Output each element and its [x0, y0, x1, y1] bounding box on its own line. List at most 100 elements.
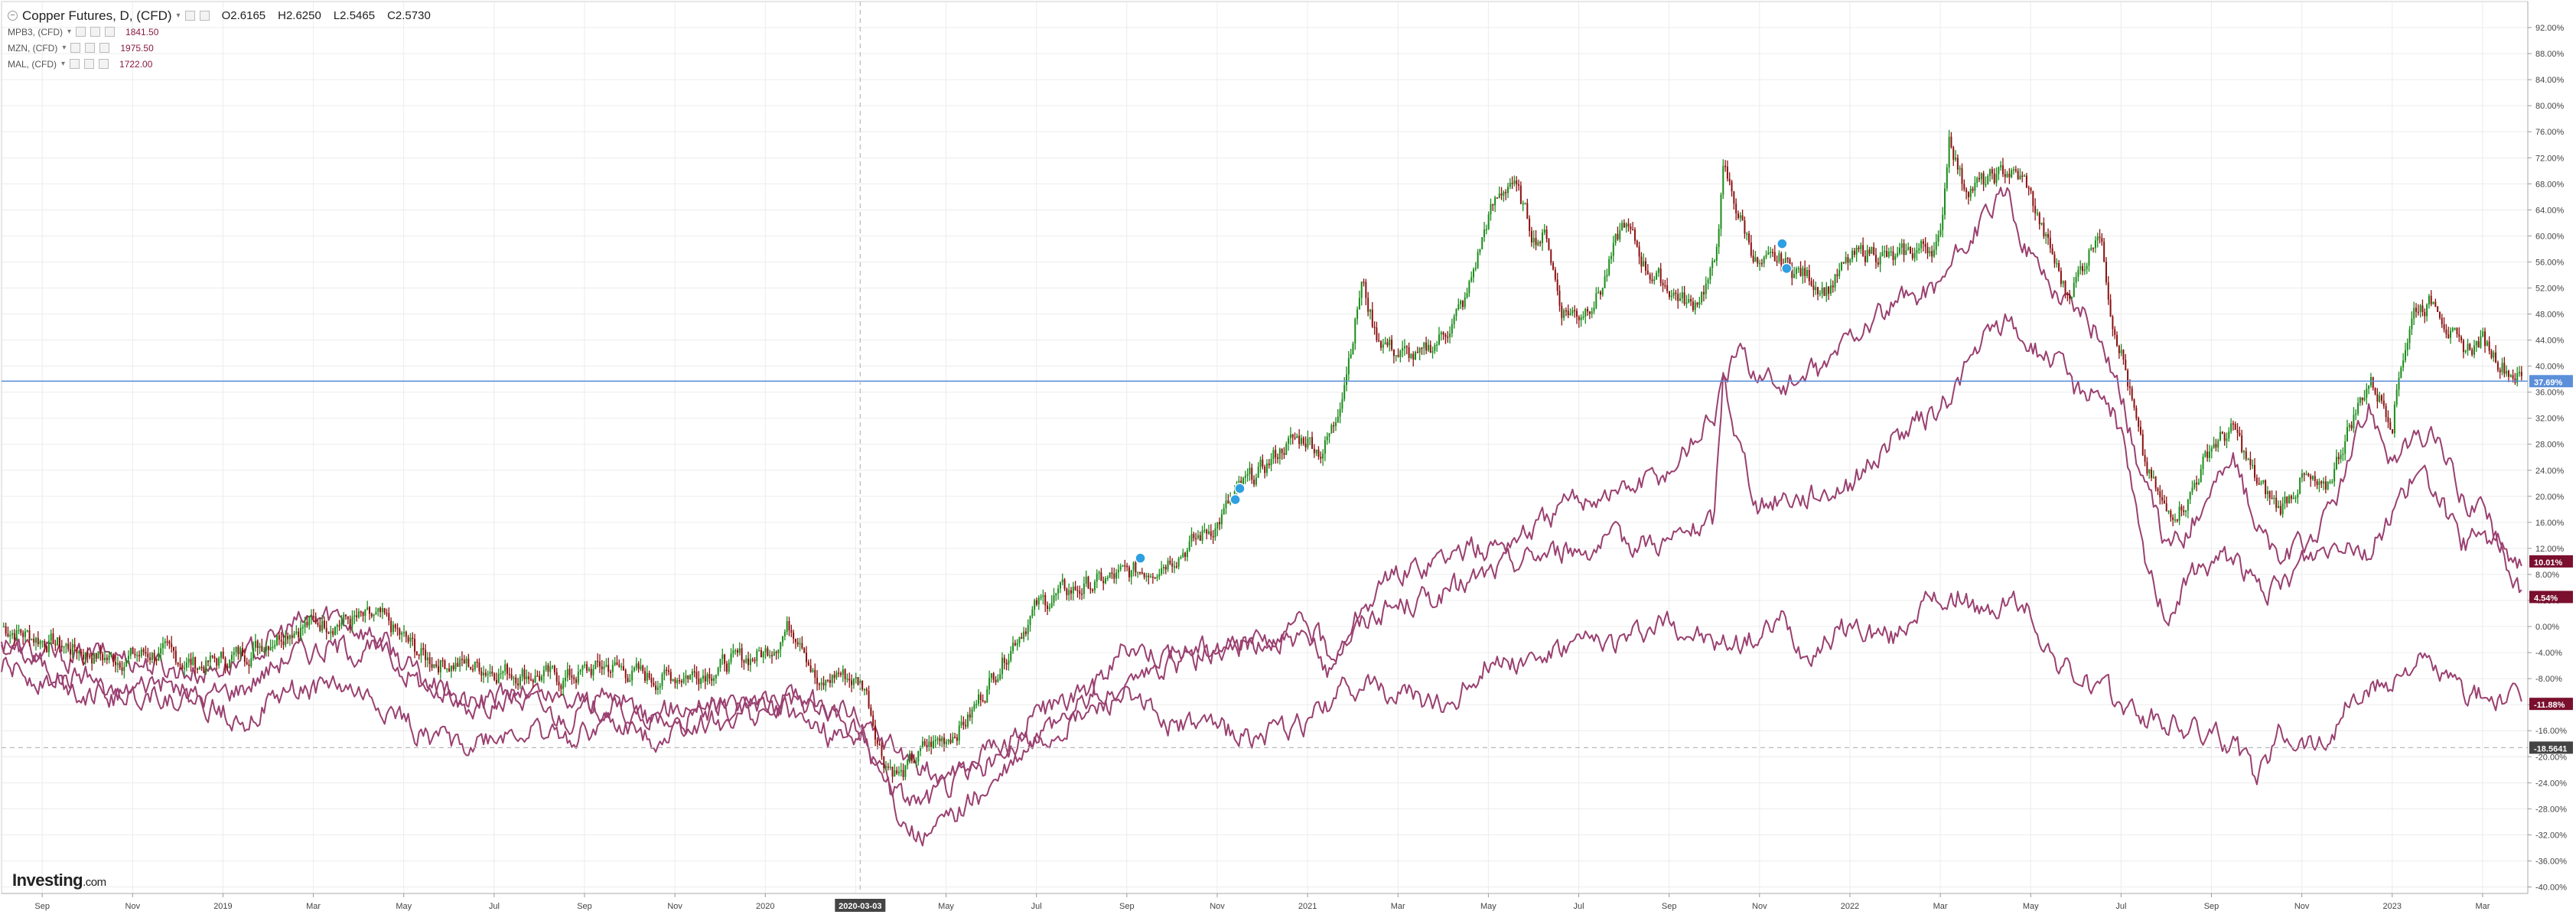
candle-body: [1864, 255, 1866, 262]
candle-body: [140, 649, 142, 656]
candle-body: [1763, 257, 1765, 264]
candle-body: [1871, 246, 1873, 254]
hide-icon[interactable]: [85, 43, 96, 53]
candle-body: [420, 648, 422, 656]
candle-body: [1302, 438, 1304, 444]
candle-body: [1842, 262, 1845, 264]
candle-body: [2318, 481, 2320, 485]
chevron-down-icon[interactable]: ▾: [62, 43, 67, 52]
candle-body: [947, 740, 949, 742]
candle-body: [1027, 625, 1029, 634]
candle-body: [112, 654, 115, 662]
chevron-down-icon[interactable]: ▾: [61, 59, 66, 68]
candle-body: [1135, 562, 1137, 573]
candle-body: [33, 638, 35, 643]
price-badge-label: 10.01%: [2534, 558, 2563, 568]
candle-body: [1186, 550, 1188, 558]
candle-body: [248, 664, 250, 666]
candle-body: [1326, 436, 1328, 441]
candle-body: [1479, 249, 1481, 252]
candle-body: [2025, 175, 2027, 188]
candle-body: [1492, 203, 1494, 206]
candle-body: [1220, 514, 1223, 525]
candle-body: [1272, 450, 1275, 460]
candle-body: [1886, 251, 1888, 257]
candle-body: [2333, 469, 2336, 482]
candle-body: [229, 659, 231, 669]
settings-icon[interactable]: [70, 43, 81, 53]
candle-body: [2053, 254, 2056, 264]
candle-body: [31, 638, 33, 640]
chevron-down-icon[interactable]: ▾: [67, 27, 72, 36]
candle-body: [672, 679, 674, 682]
candle-body: [1029, 616, 1031, 626]
candle-body: [1300, 438, 1302, 444]
close-icon[interactable]: [99, 59, 109, 69]
candle-body: [1021, 636, 1023, 639]
chevron-down-icon[interactable]: ▾: [176, 11, 181, 20]
candle-body: [1526, 203, 1529, 219]
candle-body: [814, 669, 816, 678]
candle-body: [743, 660, 745, 663]
x-tick-label: Sep: [577, 902, 592, 911]
candle-body: [1296, 435, 1298, 438]
candle-body: [1619, 229, 1621, 240]
candle-body: [171, 643, 173, 647]
candle-body: [1505, 191, 1507, 194]
candle-body: [656, 687, 659, 690]
candle-body: [1128, 567, 1130, 578]
candle-body: [216, 658, 218, 666]
candle-body: [457, 662, 459, 667]
candle-body: [2281, 503, 2284, 515]
candle-body: [2032, 190, 2034, 207]
candle-body: [1550, 249, 1552, 263]
hide-icon[interactable]: [90, 27, 101, 37]
candle-body: [478, 662, 480, 672]
close-icon[interactable]: [105, 27, 116, 37]
candle-body: [1653, 279, 1656, 282]
candle-body: [1554, 269, 1556, 280]
candle-body: [2400, 367, 2402, 378]
candle-body: [1715, 246, 1718, 261]
candle-body: [1440, 332, 1442, 335]
candle-body: [1464, 297, 1466, 308]
candle-body: [345, 614, 347, 617]
candle-body: [1498, 193, 1500, 198]
candle-body: [1472, 268, 1474, 278]
settings-icon[interactable]: [184, 11, 195, 21]
candle-body: [943, 737, 946, 744]
candle-body: [780, 642, 782, 650]
settings-icon[interactable]: [76, 27, 86, 37]
candle-body: [1358, 298, 1360, 310]
settings-icon[interactable]: [70, 59, 80, 69]
candle-body: [370, 613, 373, 617]
y-tick-label: 16.00%: [2535, 519, 2565, 528]
candle-body: [1270, 459, 1272, 466]
candle-body: [986, 689, 988, 703]
candle-body: [1646, 270, 1649, 275]
hide-icon[interactable]: [199, 11, 210, 21]
candle-body: [1690, 298, 1692, 302]
hide-icon[interactable]: [84, 59, 95, 69]
candle-body: [1942, 214, 1944, 230]
event-marker-icon: [1234, 483, 1246, 494]
candle-body: [353, 615, 356, 617]
candle-body: [1948, 136, 1950, 168]
collapse-icon[interactable]: −: [8, 11, 18, 21]
candle-body: [1621, 223, 1623, 230]
candle-body: [529, 679, 532, 681]
candle-body: [379, 607, 382, 613]
candle-body: [646, 672, 648, 681]
candle-body: [142, 649, 145, 653]
candle-body: [491, 672, 493, 674]
candle-body: [330, 631, 332, 633]
candle-body: [2350, 425, 2353, 428]
candle-body: [883, 756, 885, 769]
candle-body: [1808, 269, 1810, 282]
close-icon[interactable]: [99, 43, 110, 53]
candle-body: [1651, 279, 1653, 282]
candle-body: [1675, 292, 1677, 295]
candle-body: [945, 741, 947, 744]
